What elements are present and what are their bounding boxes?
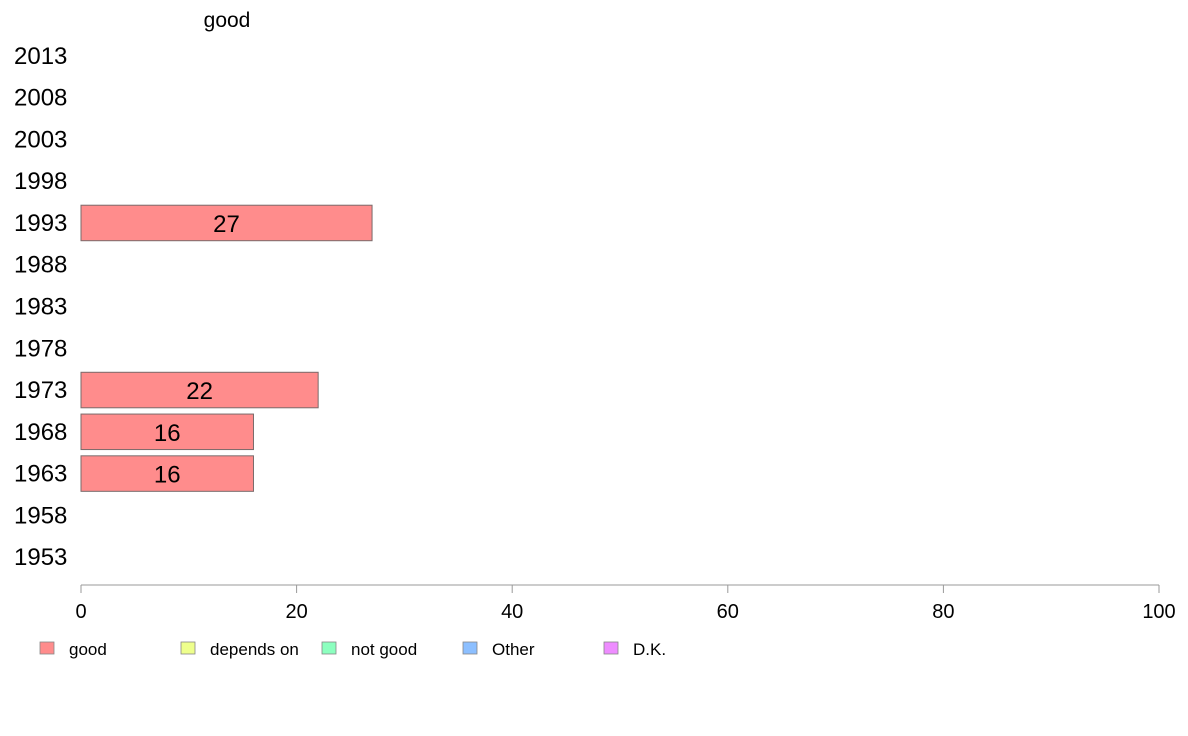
legend-label: not good [351,640,417,659]
y-tick-label: 1978 [14,335,67,362]
legend-swatch [321,641,337,655]
legend-swatch [603,641,619,655]
legend-label: good [69,640,107,659]
bar-value-label: 22 [186,378,213,405]
x-tick-label: 60 [717,601,739,623]
x-tick-label: 80 [932,601,954,623]
bar [80,371,319,409]
legend-label: Other [492,640,535,659]
x-tick-label: 0 [75,601,86,623]
x-tick-label: 100 [1142,601,1175,623]
bar-value-label: 27 [213,211,240,238]
x-axis: 0 20 40 60 80 100 [75,584,1176,623]
y-tick-label: 1963 [14,461,67,488]
y-tick-label: 1973 [14,377,67,404]
y-tick-label: 1953 [14,544,67,571]
x-tick-label: 20 [285,601,307,623]
y-tick-label: 1958 [14,502,67,529]
legend: good depends on not good Other D.K. [39,640,666,659]
y-axis-labels: 1953 1958 1963 1968 1973 1978 1983 1988 1993 1998… [14,43,67,571]
bar-value-label: 16 [154,420,181,447]
bar [80,413,254,451]
x-tick-label: 40 [501,601,523,623]
y-tick-label: 2013 [14,43,67,70]
chart-title: good [204,9,251,32]
y-tick-label: 2008 [14,85,67,112]
bar [80,455,254,492]
legend-swatch [180,641,196,655]
y-tick-label: 1983 [14,294,67,321]
bar [80,204,373,242]
y-tick-label: 1968 [14,419,67,446]
y-tick-label: 1998 [14,168,67,195]
y-tick-label: 1993 [14,210,67,237]
legend-label: D.K. [633,640,666,659]
y-tick-label: 1988 [14,252,67,279]
legend-swatch [39,641,55,655]
y-tick-label: 2003 [14,126,67,153]
bar-value-label: 16 [154,462,181,489]
legend-label: depends on [210,640,299,659]
legend-swatch [462,641,478,655]
